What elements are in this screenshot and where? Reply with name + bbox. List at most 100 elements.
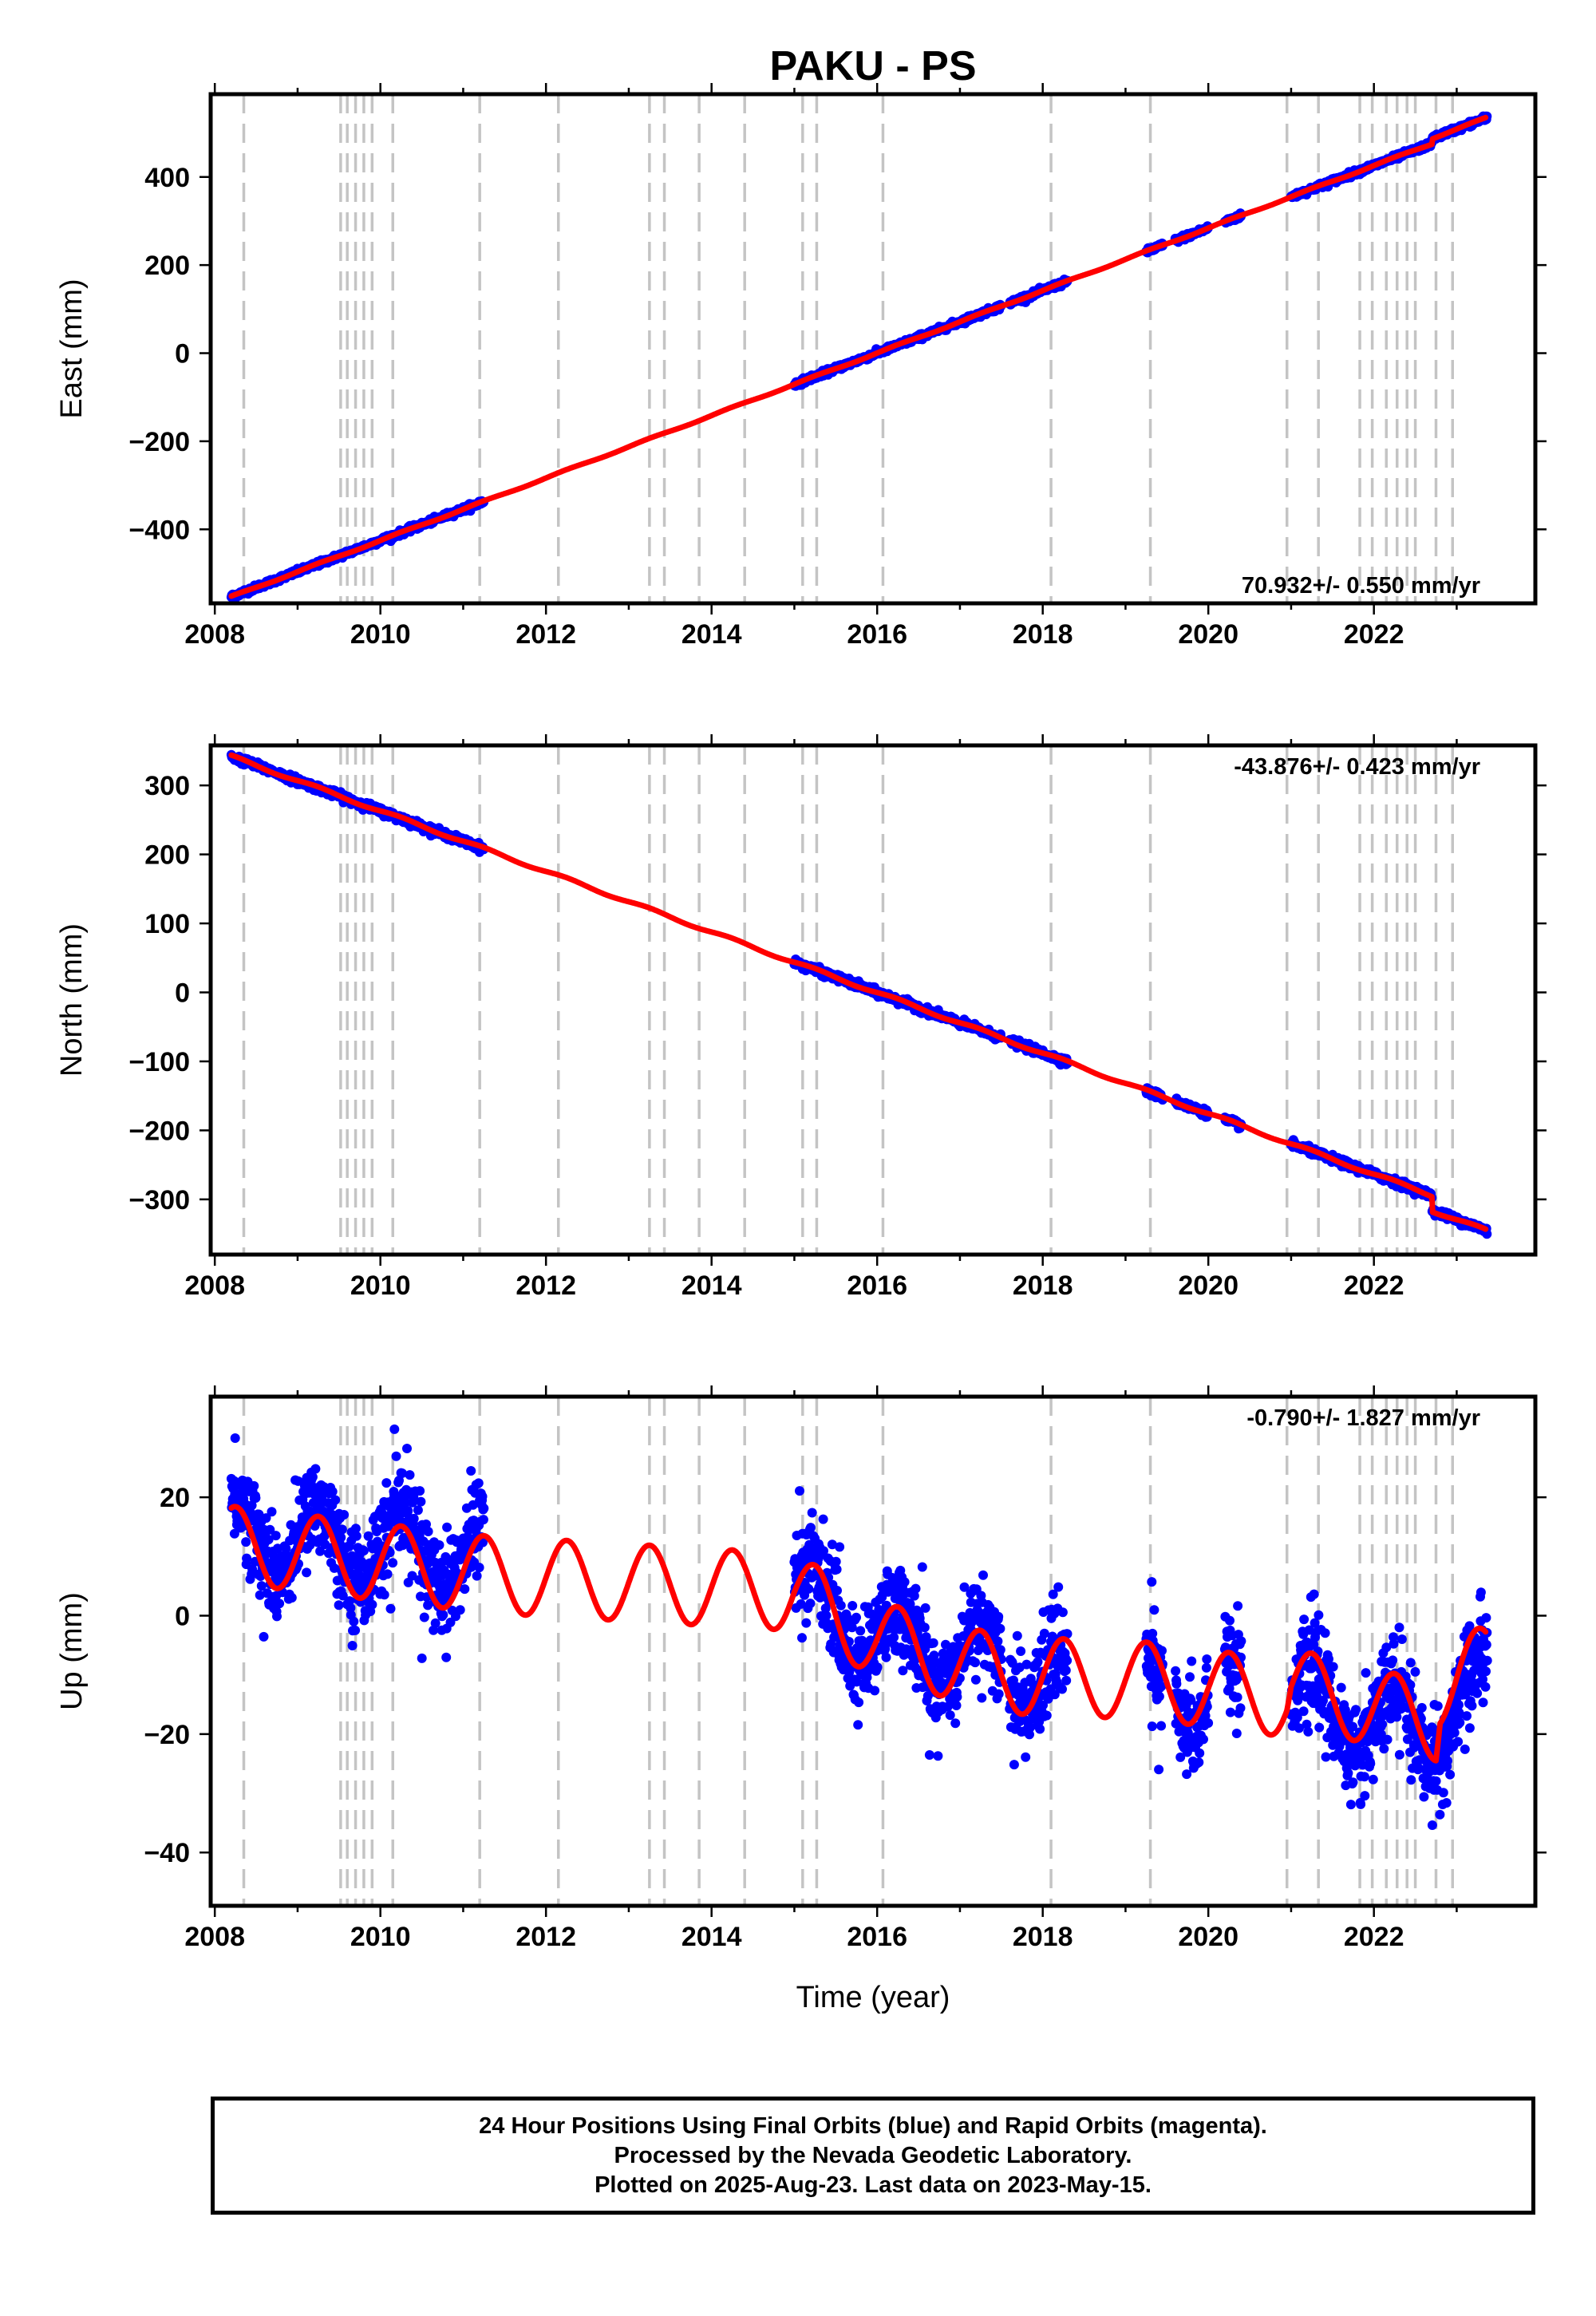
x-tick-label: 2008: [184, 619, 245, 650]
data-point: [977, 1693, 987, 1703]
data-point: [477, 1492, 488, 1502]
data-point: [337, 1524, 347, 1535]
data-point: [474, 1563, 484, 1573]
data-point: [920, 1603, 930, 1613]
x-tick-label: 2020: [1178, 1271, 1238, 1301]
data-point: [805, 1599, 816, 1609]
east-panel: 2008 2010 2012 2014 2016 2018 2020 2022−400−200…: [55, 83, 1547, 650]
data-point: [442, 1522, 452, 1532]
x-tick-label: 2018: [1013, 619, 1073, 650]
data-point: [327, 1487, 338, 1496]
data-point: [804, 1583, 814, 1594]
y-tick-label: 200: [144, 251, 190, 281]
data-point: [336, 1532, 346, 1543]
data-point: [832, 1564, 842, 1575]
data-point: [402, 1444, 412, 1453]
data-point: [339, 1510, 350, 1520]
data-point: [251, 1493, 261, 1503]
data-point: [241, 1537, 251, 1547]
data-point: [379, 1590, 389, 1600]
data-point: [836, 1600, 846, 1611]
data-point: [385, 1603, 396, 1614]
data-point: [928, 1638, 938, 1648]
east-rate-label: 70.932+/- 0.550 mm/yr: [1242, 573, 1480, 599]
x-tick-label: 2014: [681, 619, 742, 650]
data-point: [307, 1472, 318, 1482]
east-y-axis-label: East (mm): [55, 279, 89, 418]
data-point: [911, 1583, 921, 1594]
data-point: [381, 1478, 392, 1488]
data-point: [919, 1622, 930, 1633]
data-point: [952, 1692, 962, 1702]
data-point: [388, 1558, 398, 1568]
up-data-points: [226, 1424, 1492, 1830]
north-panel: 2008 2010 2012 2014 2016 2018 2020 2022−300−200…: [55, 734, 1547, 1301]
data-point: [359, 1546, 369, 1555]
data-point: [272, 1611, 282, 1622]
data-point: [1012, 1630, 1022, 1641]
data-point: [347, 1641, 358, 1650]
data-point: [455, 1605, 465, 1615]
data-point: [854, 1697, 864, 1708]
data-point: [405, 1470, 415, 1480]
x-tick-label: 2008: [184, 1271, 245, 1301]
data-point: [415, 1486, 425, 1496]
x-tick-label: 2012: [516, 619, 576, 650]
x-tick-label: 2010: [350, 1271, 411, 1301]
x-tick-label: 2022: [1344, 1271, 1404, 1301]
data-point: [801, 1618, 812, 1628]
x-tick-label: 2018: [1013, 1271, 1073, 1301]
data-point: [413, 1505, 423, 1516]
y-tick-label: 100: [144, 909, 190, 939]
data-point: [478, 1515, 488, 1525]
data-point: [286, 1593, 297, 1603]
data-point: [924, 1750, 934, 1760]
data-point: [795, 1486, 804, 1496]
data-point: [950, 1718, 961, 1729]
x-tick-label: 2016: [847, 619, 907, 650]
data-point: [818, 1514, 828, 1524]
data-point: [382, 1569, 393, 1579]
x-tick-label: 2016: [847, 1271, 907, 1301]
y-tick-label: −200: [128, 1116, 190, 1146]
data-point: [438, 1610, 448, 1620]
data-point: [249, 1480, 259, 1491]
data-point: [970, 1674, 981, 1685]
data-point: [302, 1567, 312, 1578]
y-tick-label: 300: [144, 771, 190, 801]
data-point: [391, 1451, 401, 1461]
x-tick-label: 2014: [681, 1271, 742, 1301]
data-point: [419, 1612, 429, 1622]
data-point: [993, 1636, 1003, 1646]
data-point: [807, 1508, 817, 1518]
data-point: [853, 1720, 863, 1730]
data-point: [473, 1478, 484, 1488]
data-point: [951, 1701, 962, 1710]
data-point: [460, 1584, 470, 1595]
y-tick-label: 400: [144, 163, 190, 193]
data-point: [389, 1424, 400, 1434]
x-tick-label: 2012: [516, 1271, 576, 1301]
data-point: [330, 1495, 341, 1505]
up-panel: 2008 2010 2012 2014 2016 2018 2020 2022−40−2002…: [55, 1385, 1547, 1952]
y-tick-label: −400: [128, 515, 190, 545]
y-tick-label: 0: [175, 339, 190, 370]
data-point: [832, 1586, 842, 1595]
data-point: [881, 1652, 891, 1662]
data-point: [275, 1599, 285, 1609]
x-tick-label: 2020: [1178, 619, 1238, 650]
data-point: [855, 1626, 866, 1636]
data-point: [899, 1577, 910, 1587]
data-point: [994, 1611, 1004, 1622]
data-point: [310, 1464, 321, 1474]
y-tick-label: 200: [144, 840, 190, 871]
data-point: [349, 1616, 359, 1626]
x-tick-label: 2022: [1344, 619, 1404, 650]
data-point: [970, 1658, 980, 1668]
data-point: [872, 1662, 883, 1673]
data-point: [1009, 1760, 1019, 1770]
data-point: [271, 1531, 281, 1541]
data-point: [242, 1553, 252, 1563]
y-tick-label: −100: [128, 1047, 190, 1077]
